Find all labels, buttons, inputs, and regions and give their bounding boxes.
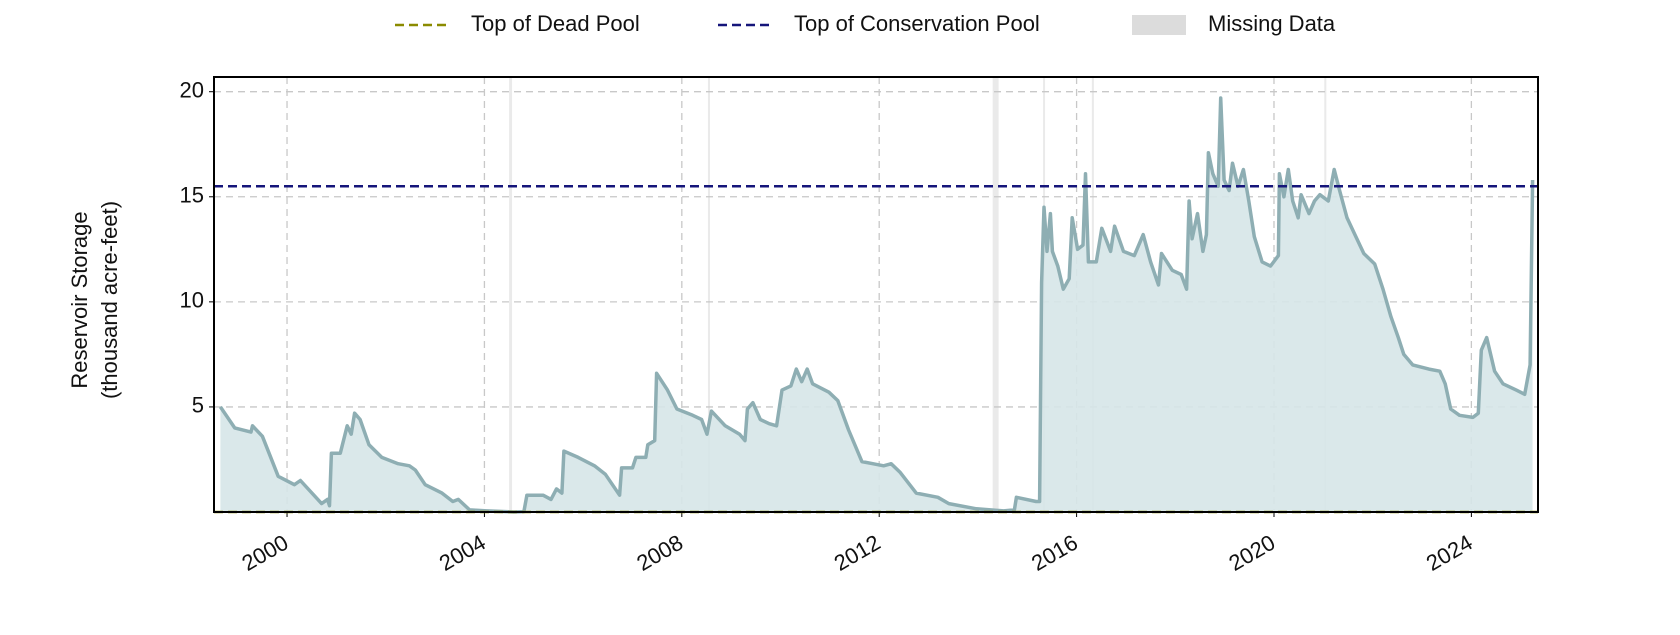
missing-band [992, 77, 999, 512]
missing-band [509, 77, 513, 512]
x-tick-label: 2016 [1027, 530, 1082, 576]
area [220, 98, 1533, 512]
y-tick-label: 15 [180, 183, 204, 208]
y-tick-label: 10 [180, 288, 204, 313]
x-tick-label: 2024 [1422, 530, 1477, 576]
legend-label: Missing Data [1208, 11, 1336, 36]
legend-swatch [1132, 15, 1186, 35]
y-axis-label-line: Reservoir Storage [67, 211, 92, 388]
x-tick-label: 2012 [830, 530, 885, 576]
y-tick-label: 20 [180, 78, 204, 103]
x-tick-label: 2020 [1225, 530, 1280, 576]
missing-band [707, 77, 710, 512]
plot-frame [213, 76, 1539, 513]
y-axis-label-line: (thousand acre-feet) [97, 201, 122, 399]
x-tick-label: 2004 [435, 530, 490, 576]
legend-label: Top of Dead Pool [471, 11, 640, 36]
y-tick-label: 5 [192, 393, 204, 418]
y-axis-label: Reservoir Storage (thousand acre-feet) [67, 201, 122, 399]
x-tick-label: 2000 [238, 530, 293, 576]
x-tick-label: 2008 [632, 530, 687, 576]
legend-label: Top of Conservation Pool [794, 11, 1040, 36]
